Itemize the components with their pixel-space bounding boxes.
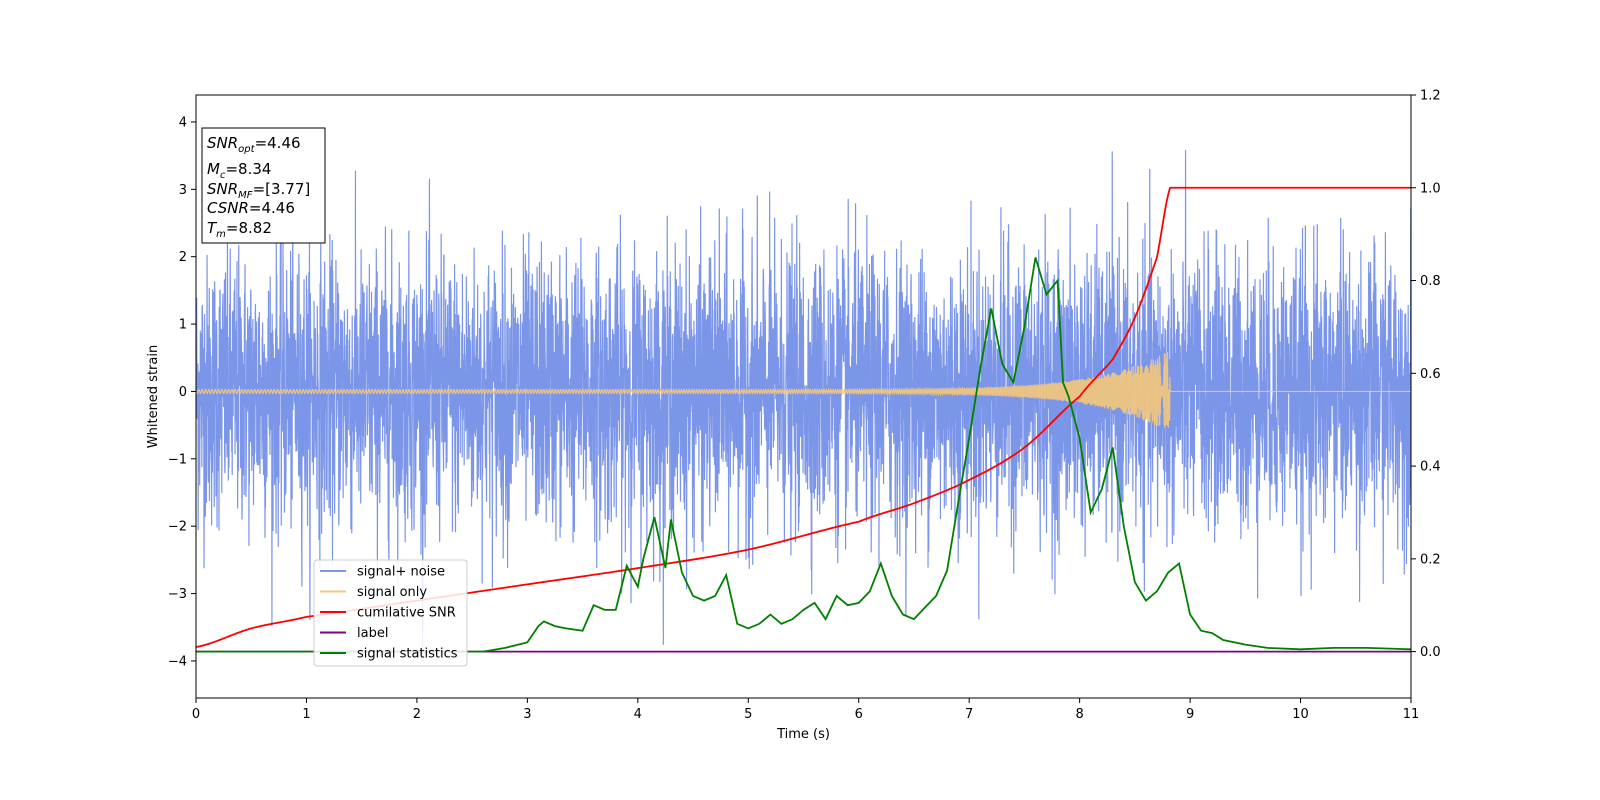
- x-tick-label: 11: [1403, 707, 1420, 722]
- legend: signal+ noise signal only cumilative SNR la…: [313, 559, 468, 667]
- x-tick-label: 6: [855, 707, 863, 722]
- y-tick-label: 2: [179, 250, 187, 265]
- legend-label: cumilative SNR: [357, 606, 456, 621]
- series-signal-noise-line: [196, 150, 1411, 663]
- y2-tick-label: 0.8: [1420, 274, 1441, 289]
- y2-tick-label: 0.0: [1420, 645, 1441, 660]
- x-axis-title: Time (s): [776, 727, 830, 742]
- x-tick-label: 4: [634, 707, 642, 722]
- info-snr-opt: SNRopt=4.46: [207, 134, 301, 155]
- legend-label: signal only: [357, 585, 427, 600]
- plot-frame: [195, 94, 1412, 699]
- y-tick-label: 1: [179, 318, 187, 333]
- legend-item: label: [320, 626, 388, 641]
- y-tick-label: −1: [168, 452, 187, 467]
- x-tick-label: 10: [1292, 707, 1309, 722]
- x-tick-label: 5: [744, 707, 752, 722]
- legend-label: label: [357, 626, 388, 641]
- y-axis-title: Whitened strain: [146, 345, 161, 448]
- info-box: SNRopt=4.46 Mc=8.34 SNRMF=[3.77] CSNR=4.…: [201, 127, 326, 244]
- x-tick-label: 7: [965, 707, 973, 722]
- x-tick-label: 2: [413, 707, 421, 722]
- y-tick-label: 3: [179, 183, 187, 198]
- y-tick-label: −2: [168, 520, 187, 535]
- y2-tick-label: 0.4: [1420, 460, 1441, 475]
- legend-item: signal only: [320, 585, 427, 600]
- x-tick-label: 8: [1075, 707, 1083, 722]
- legend-item: signal+ noise: [320, 565, 445, 580]
- y2-tick-label: 0.2: [1420, 552, 1441, 567]
- info-snr-mf: SNRMF=[3.77]: [207, 180, 310, 201]
- x-tick-label: 0: [192, 707, 200, 722]
- y-tick-label: 4: [179, 115, 187, 130]
- y-tick-label: −4: [168, 654, 187, 669]
- y2-tick-label: 1.2: [1420, 89, 1441, 104]
- x-tick-label: 9: [1186, 707, 1194, 722]
- y-tick-label: −3: [168, 587, 187, 602]
- x-tick-label: 1: [302, 707, 310, 722]
- x-tick-label: 3: [523, 707, 531, 722]
- legend-item: cumilative SNR: [320, 606, 456, 621]
- y2-tick-label: 1.0: [1420, 181, 1441, 196]
- series-signal-statistics-line: [196, 257, 1411, 653]
- legend-item: signal statistics: [320, 647, 458, 662]
- info-tm: Tm=8.82: [207, 219, 272, 240]
- legend-label: signal statistics: [357, 647, 458, 662]
- info-mc: Mc=8.34: [207, 160, 271, 181]
- y-tick-label: 0: [179, 385, 187, 400]
- info-csnr: CSNR=4.46: [207, 199, 295, 217]
- y2-tick-label: 0.6: [1420, 367, 1441, 382]
- axis-layer: 0 1 2 3 4 5 6 7 8 9 10 11 −4 −3 −2 −1 0 1 2 3 4 0.0 0.2 0.4 0.6 0…: [168, 89, 1441, 723]
- series-signal-only-line: [196, 352, 1411, 429]
- legend-label: signal+ noise: [357, 565, 445, 580]
